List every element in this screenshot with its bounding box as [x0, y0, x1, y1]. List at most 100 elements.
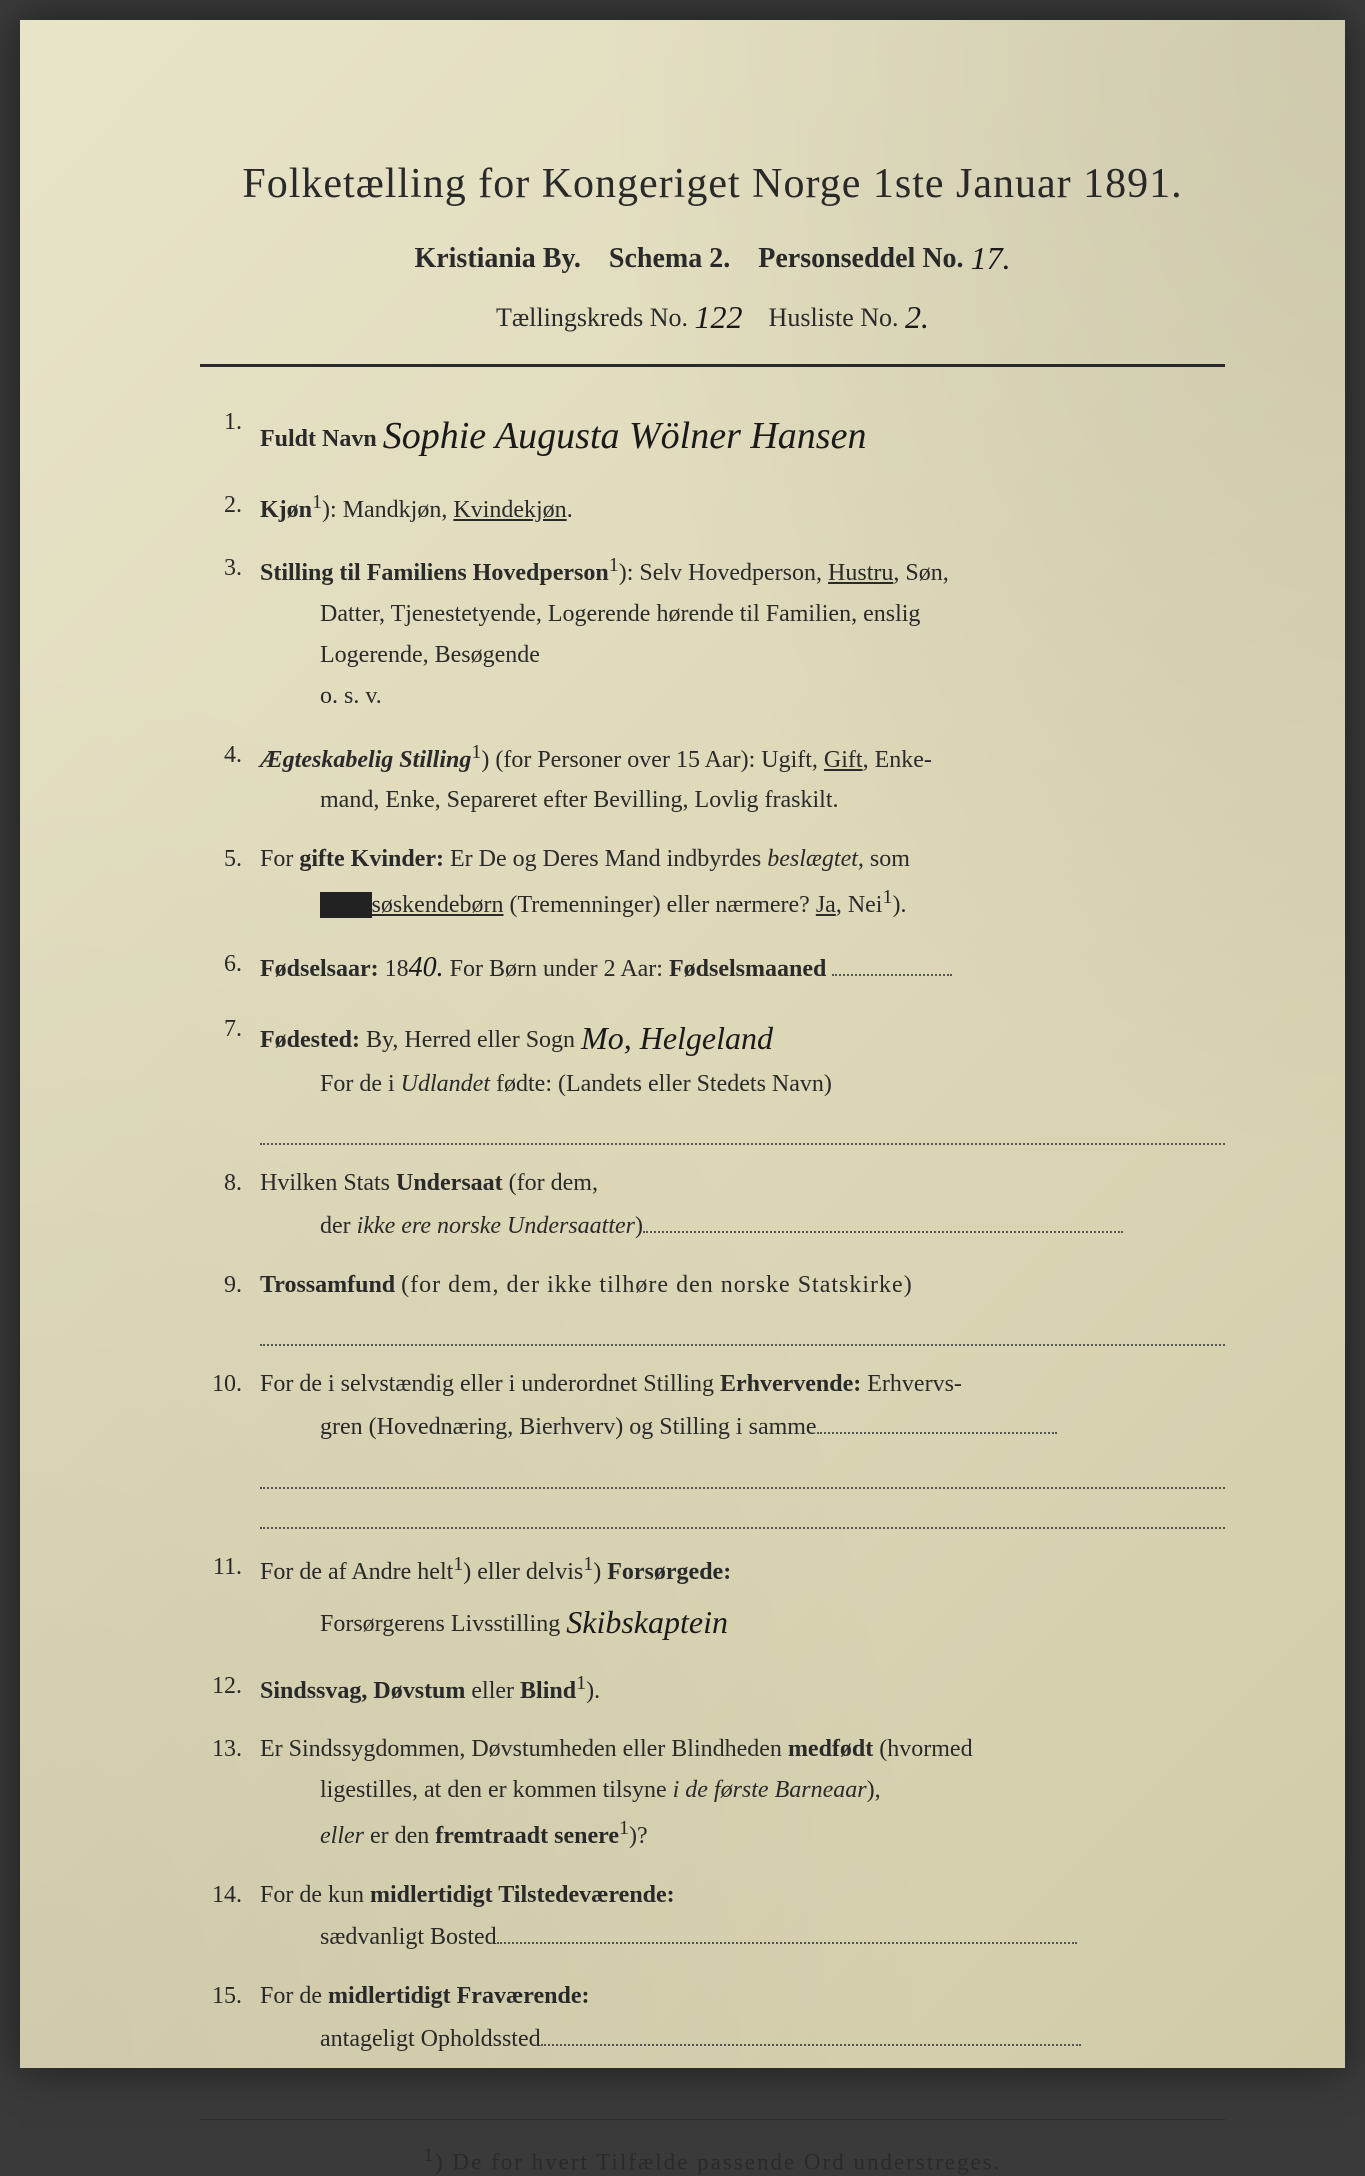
q8-num: 8.	[200, 1163, 260, 1246]
q15: 15. For de midlertidigt Fraværende: anta…	[200, 1976, 1225, 2059]
q14-content: For de kun midlertidigt Tilstedeværende:…	[260, 1875, 1225, 1958]
q3-line2: Datter, Tjenestetyende, Logerende hørend…	[260, 594, 1225, 635]
q11-line2: Forsørgerens Livsstilling	[260, 1604, 560, 1645]
q7-handwritten: Mo, Helgeland	[581, 1011, 773, 1065]
q5-obscured: ■■■	[320, 892, 372, 918]
census-form-page: Folketælling for Kongeriget Norge 1ste J…	[20, 20, 1345, 2068]
q15-num: 15.	[200, 1976, 260, 2059]
q7-l2-rest: fødte: (Landets eller Stedets Navn)	[490, 1071, 832, 1097]
q8-line2: der ikke ere norske Undersaatter)	[260, 1206, 643, 1247]
q11-bold: Forsørgede:	[607, 1559, 731, 1585]
q6-year-hw: 40.	[409, 952, 444, 983]
q5-line2: ■■■søskendebørn (Tremenninger) eller nær…	[260, 880, 1225, 926]
q7: 7. Fødested: By, Herred eller Sogn Mo, H…	[200, 1009, 1225, 1145]
q4: 4. Ægteskabelig Stilling1) (for Personer…	[200, 735, 1225, 822]
q12-sup: 1	[576, 1672, 586, 1694]
q2-content: Kjøn1): Mandkjøn, Kvindekjøn.	[260, 485, 1225, 531]
q14-bold: midlertidigt Tilstedeværende:	[370, 1882, 675, 1908]
q4-selected: Gift	[824, 747, 863, 773]
q12-content: Sindssvag, Døvstum eller Blind1).	[260, 1666, 1225, 1712]
q8-line1: Hvilken Stats	[260, 1170, 396, 1196]
q9-content: Trossamfund (for dem, der ikke tilhøre d…	[260, 1265, 1225, 1347]
q11-c: )	[593, 1559, 607, 1585]
q3-after: , Søn,	[893, 560, 948, 586]
q15-blank	[541, 2017, 1081, 2046]
q13-italic1: i de første Barneaar	[673, 1777, 867, 1803]
q10-blank2	[260, 1460, 1225, 1489]
q14-line2: sædvanligt Bosted	[260, 1917, 497, 1958]
q13-l3-italic: eller	[320, 1823, 364, 1849]
q7-label: Fødested:	[260, 1027, 360, 1053]
q14-num: 14.	[200, 1875, 260, 1958]
q13-l3a: er den	[364, 1823, 435, 1849]
q5-num: 5.	[200, 839, 260, 926]
q9-label: Trossamfund	[260, 1272, 395, 1298]
q5-content: For gifte Kvinder: Er De og Deres Mand i…	[260, 839, 1225, 926]
question-list: 1. Fuldt Navn Sophie Augusta Wölner Hans…	[200, 402, 1225, 2059]
schema-label: Schema 2.	[609, 243, 730, 274]
q2-selected: Kvindekjøn	[453, 497, 566, 523]
q13-bold1: medfødt	[788, 1736, 873, 1762]
q14: 14. For de kun midlertidigt Tilstedevære…	[200, 1875, 1225, 1958]
q11-content: For de af Andre helt1) eller delvis1) Fo…	[260, 1547, 1225, 1647]
q1-label: Fuldt Navn	[260, 426, 377, 452]
q3-sup: 1	[609, 554, 619, 576]
q8-bold: Undersaat	[396, 1170, 503, 1196]
q13: 13. Er Sindssygdommen, Døvstumheden elle…	[200, 1729, 1225, 1856]
q2-label: Kjøn	[260, 497, 312, 523]
q5-line2-text: søskendebørn	[372, 892, 504, 918]
q13-l1b: (hvormed	[879, 1736, 972, 1762]
q5-end1: som	[870, 846, 910, 872]
q5-bold1: gifte Kvinder:	[299, 846, 444, 872]
q10-line2: gren (Hovednæring, Bierhverv) og Stillin…	[260, 1407, 817, 1448]
q8-l2-prefix: der	[320, 1213, 357, 1239]
q2-num: 2.	[200, 485, 260, 531]
q13-sup: 1	[619, 1817, 629, 1839]
q9-text: (for dem, der ikke tilhøre den norske St…	[401, 1272, 913, 1298]
q14-blank	[497, 1915, 1077, 1944]
q6-blank	[832, 947, 952, 976]
q5-line2-rest: (Tremenninger) eller nærmere?	[503, 892, 815, 918]
q15-l1a: For de	[260, 1983, 328, 2009]
q8-l2-italic: ikke ere norske Undersaatter	[357, 1213, 635, 1239]
q6-mid: For Børn under 2 Aar:	[450, 956, 669, 982]
q11-b: ) eller delvis	[463, 1559, 583, 1585]
q3: 3. Stilling til Familiens Hovedperson1):…	[200, 548, 1225, 716]
q2: 2. Kjøn1): Mandkjøn, Kvindekjøn.	[200, 485, 1225, 531]
subtitle-line-2: Tællingskreds No. 122 Husliste No. 2.	[200, 297, 1225, 334]
form-header: Folketælling for Kongeriget Norge 1ste J…	[200, 160, 1225, 334]
q1-num: 1.	[200, 402, 260, 467]
q9: 9. Trossamfund (for dem, der ikke tilhør…	[200, 1265, 1225, 1347]
q13-l2b: ),	[867, 1777, 881, 1803]
q12: 12. Sindssvag, Døvstum eller Blind1).	[200, 1666, 1225, 1712]
q5-text1: Er De og Deres Mand indbyrdes	[450, 846, 767, 872]
q13-l1a: Er Sindssygdommen, Døvstumheden eller Bl…	[260, 1736, 788, 1762]
q7-line2: For de i Udlandet fødte: (Landets eller …	[260, 1064, 1225, 1105]
q9-blank	[260, 1318, 1225, 1347]
q2-suffix: .	[567, 497, 573, 523]
q6-label: Fødselsaar:	[260, 956, 379, 982]
q3-before: Selv Hovedperson,	[639, 560, 828, 586]
q5-italic1: beslægtet,	[767, 846, 864, 872]
q7-blank	[260, 1117, 1225, 1146]
q5: 5. For gifte Kvinder: Er De og Deres Man…	[200, 839, 1225, 926]
q9-num: 9.	[200, 1265, 260, 1347]
q3-line3: Logerende, Besøgende	[260, 635, 1225, 676]
husliste-label: Husliste No.	[769, 303, 899, 332]
q7-l2-italic: Udlandet	[401, 1071, 490, 1097]
q8-content: Hvilken Stats Undersaat (for dem, der ik…	[260, 1163, 1225, 1246]
main-title: Folketælling for Kongeriget Norge 1ste J…	[200, 160, 1225, 208]
q4-before: (for Personer over 15 Aar): Ugift,	[495, 747, 824, 773]
q11-sup2: 1	[583, 1553, 593, 1575]
q11-num: 11.	[200, 1547, 260, 1647]
q6-year-prefix: 18	[385, 956, 409, 982]
q10-line1-end: Erhvervs-	[867, 1371, 962, 1397]
q6-content: Fødselsaar: 1840. For Børn under 2 Aar: …	[260, 944, 1225, 992]
q11-sup1: 1	[453, 1553, 463, 1575]
q10: 10. For de i selvstændig eller i underor…	[200, 1364, 1225, 1529]
q3-line4: o. s. v.	[260, 676, 1225, 717]
q6: 6. Fødselsaar: 1840. For Børn under 2 Aa…	[200, 944, 1225, 992]
q8-line1-end: (for dem,	[509, 1170, 598, 1196]
q4-num: 4.	[200, 735, 260, 822]
subtitle-line: Kristiania By. Schema 2. Personseddel No…	[200, 238, 1225, 275]
